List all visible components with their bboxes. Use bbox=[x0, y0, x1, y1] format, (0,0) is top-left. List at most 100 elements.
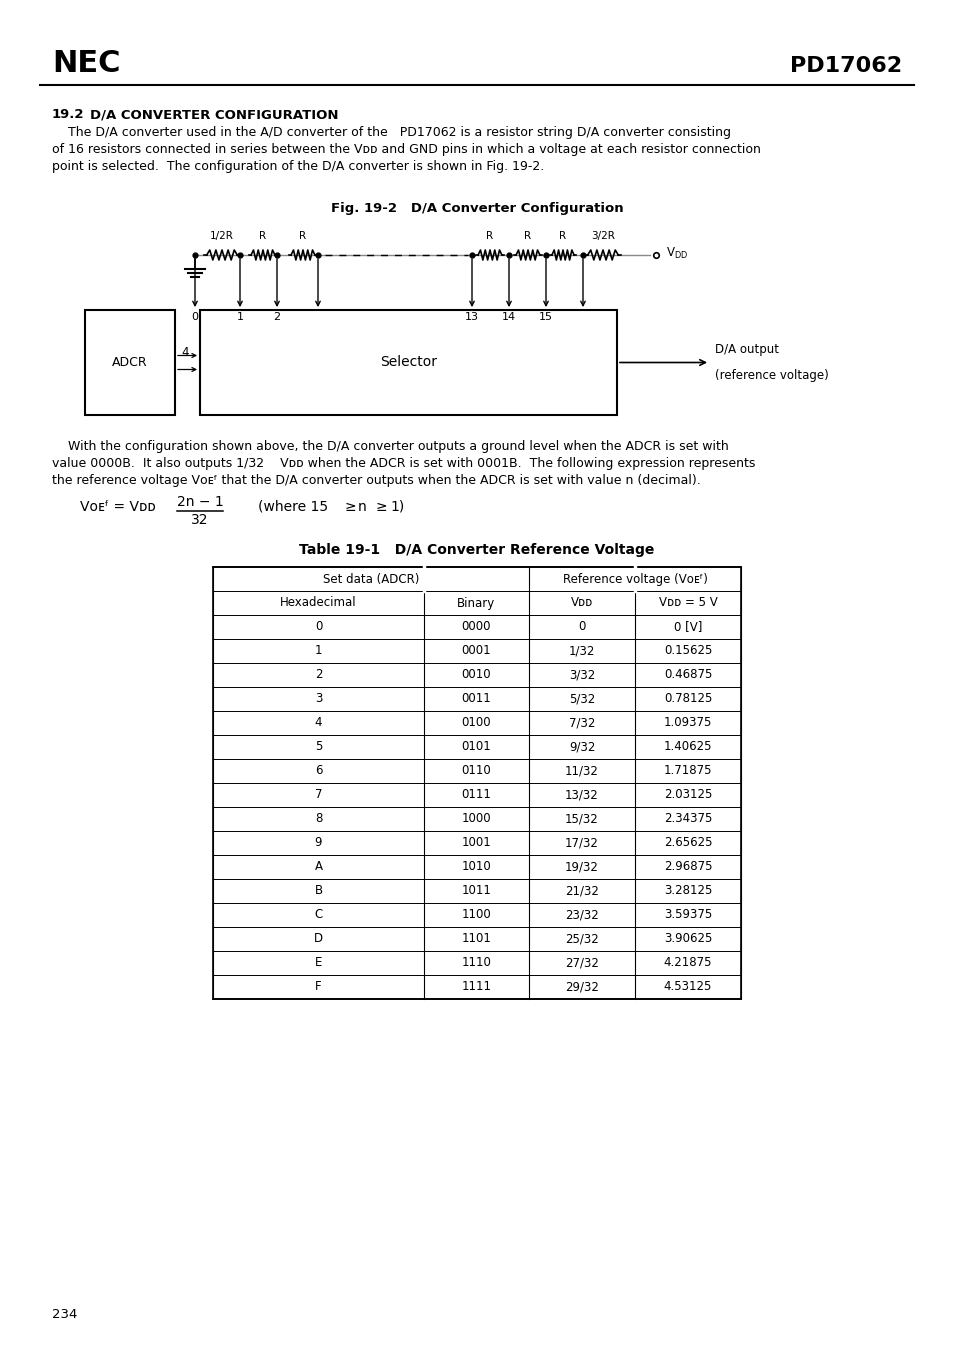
Text: Set data (ADCR): Set data (ADCR) bbox=[322, 573, 418, 585]
Text: 7/32: 7/32 bbox=[568, 716, 595, 730]
Text: 234: 234 bbox=[52, 1308, 77, 1321]
Text: 0.78125: 0.78125 bbox=[663, 693, 712, 705]
Text: 6: 6 bbox=[314, 765, 322, 777]
Text: 5/32: 5/32 bbox=[568, 693, 595, 705]
Text: 0100: 0100 bbox=[461, 716, 491, 730]
Text: 2n − 1: 2n − 1 bbox=[176, 494, 223, 509]
Text: of 16 resistors connected in series between the Vᴅᴅ and GND pins in which a volt: of 16 resistors connected in series betw… bbox=[52, 143, 760, 155]
Text: 13/32: 13/32 bbox=[564, 789, 598, 801]
Text: With the configuration shown above, the D/A converter outputs a ground level whe: With the configuration shown above, the … bbox=[52, 440, 728, 453]
Text: 0010: 0010 bbox=[461, 669, 491, 681]
Text: 1/2R: 1/2R bbox=[210, 231, 233, 240]
Text: R: R bbox=[524, 231, 531, 240]
Text: 3.90625: 3.90625 bbox=[663, 932, 712, 946]
Text: 1): 1) bbox=[390, 500, 404, 513]
Text: 2.34375: 2.34375 bbox=[663, 812, 712, 825]
Text: D/A CONVERTER CONFIGURATION: D/A CONVERTER CONFIGURATION bbox=[90, 108, 338, 122]
Text: B: B bbox=[314, 885, 322, 897]
Bar bbox=[85, 309, 174, 415]
Text: V$_{\mathsf{DD}}$: V$_{\mathsf{DD}}$ bbox=[665, 246, 687, 261]
Text: D/A output: D/A output bbox=[714, 343, 779, 355]
Text: Binary: Binary bbox=[456, 597, 496, 609]
Text: 17/32: 17/32 bbox=[564, 836, 598, 850]
Text: 1001: 1001 bbox=[461, 836, 491, 850]
Text: 4: 4 bbox=[314, 716, 322, 730]
Text: 7: 7 bbox=[314, 789, 322, 801]
Text: 1110: 1110 bbox=[461, 957, 491, 970]
Text: 32: 32 bbox=[191, 513, 209, 527]
Text: 0: 0 bbox=[314, 620, 322, 634]
Text: 0: 0 bbox=[192, 312, 198, 322]
Text: 8: 8 bbox=[314, 812, 322, 825]
Text: D: D bbox=[314, 932, 323, 946]
Text: 1101: 1101 bbox=[461, 932, 491, 946]
Text: 14: 14 bbox=[501, 312, 516, 322]
Text: 0111: 0111 bbox=[461, 789, 491, 801]
Text: 9: 9 bbox=[314, 836, 322, 850]
Text: 2.96875: 2.96875 bbox=[663, 861, 712, 874]
Text: 3/32: 3/32 bbox=[568, 669, 595, 681]
Text: NEC: NEC bbox=[52, 49, 120, 78]
Text: 1: 1 bbox=[236, 312, 243, 322]
Text: 1100: 1100 bbox=[461, 908, 491, 921]
Text: R: R bbox=[259, 231, 266, 240]
Text: ADCR: ADCR bbox=[112, 357, 148, 369]
Text: PD17062: PD17062 bbox=[789, 55, 901, 76]
Text: The D/A converter used in the A/D converter of the   PD17062 is a resistor strin: The D/A converter used in the A/D conver… bbox=[52, 126, 730, 139]
Text: 1/32: 1/32 bbox=[568, 644, 595, 658]
Text: 0.46875: 0.46875 bbox=[663, 669, 712, 681]
Text: Reference voltage (Vᴏᴇᶠ): Reference voltage (Vᴏᴇᶠ) bbox=[562, 573, 707, 585]
Text: 0001: 0001 bbox=[461, 644, 491, 658]
Text: 1.40625: 1.40625 bbox=[663, 740, 712, 754]
Text: A: A bbox=[314, 861, 322, 874]
Text: Selector: Selector bbox=[379, 355, 436, 370]
Text: 1: 1 bbox=[314, 644, 322, 658]
Text: 5: 5 bbox=[314, 740, 322, 754]
Text: 19.2: 19.2 bbox=[52, 108, 85, 122]
Text: R: R bbox=[299, 231, 306, 240]
Text: 1111: 1111 bbox=[461, 981, 491, 993]
Text: value 0000B.  It also outputs 1/32    Vᴅᴅ when the ADCR is set with 0001B.  The : value 0000B. It also outputs 1/32 Vᴅᴅ wh… bbox=[52, 457, 755, 470]
Text: 29/32: 29/32 bbox=[564, 981, 598, 993]
Text: 3: 3 bbox=[314, 693, 322, 705]
Text: 2: 2 bbox=[314, 669, 322, 681]
Text: 0 [V]: 0 [V] bbox=[673, 620, 701, 634]
Text: 13: 13 bbox=[464, 312, 478, 322]
Text: (where 15: (where 15 bbox=[257, 500, 328, 513]
Text: 1000: 1000 bbox=[461, 812, 491, 825]
Text: 0.15625: 0.15625 bbox=[663, 644, 712, 658]
Text: 11/32: 11/32 bbox=[564, 765, 598, 777]
Text: 9/32: 9/32 bbox=[568, 740, 595, 754]
Text: 1010: 1010 bbox=[461, 861, 491, 874]
Text: 4.53125: 4.53125 bbox=[663, 981, 712, 993]
Text: 15: 15 bbox=[538, 312, 553, 322]
Text: 0000: 0000 bbox=[461, 620, 491, 634]
Text: point is selected.  The configuration of the D/A converter is shown in Fig. 19-2: point is selected. The configuration of … bbox=[52, 159, 543, 173]
Text: Vᴏᴇᶠ = Vᴅᴅ: Vᴏᴇᶠ = Vᴅᴅ bbox=[80, 500, 155, 513]
Text: 0101: 0101 bbox=[461, 740, 491, 754]
Text: F: F bbox=[314, 981, 321, 993]
Text: C: C bbox=[314, 908, 322, 921]
Text: 3.59375: 3.59375 bbox=[663, 908, 711, 921]
Text: 23/32: 23/32 bbox=[564, 908, 598, 921]
Text: 19/32: 19/32 bbox=[564, 861, 598, 874]
Text: E: E bbox=[314, 957, 322, 970]
Text: Vᴅᴅ = 5 V: Vᴅᴅ = 5 V bbox=[658, 597, 717, 609]
Text: 25/32: 25/32 bbox=[564, 932, 598, 946]
Text: Fig. 19-2   D/A Converter Configuration: Fig. 19-2 D/A Converter Configuration bbox=[331, 203, 622, 215]
Text: 0011: 0011 bbox=[461, 693, 491, 705]
Bar bbox=[200, 309, 617, 415]
Text: 3/2R: 3/2R bbox=[591, 231, 615, 240]
Text: (reference voltage): (reference voltage) bbox=[714, 370, 828, 382]
Text: n: n bbox=[357, 500, 366, 513]
Text: Hexadecimal: Hexadecimal bbox=[280, 597, 356, 609]
Text: 2.65625: 2.65625 bbox=[663, 836, 712, 850]
Text: 0: 0 bbox=[578, 620, 585, 634]
Text: 21/32: 21/32 bbox=[564, 885, 598, 897]
Text: 0110: 0110 bbox=[461, 765, 491, 777]
Text: Table 19-1   D/A Converter Reference Voltage: Table 19-1 D/A Converter Reference Volta… bbox=[299, 543, 654, 557]
Text: 15/32: 15/32 bbox=[564, 812, 598, 825]
Text: 4.21875: 4.21875 bbox=[663, 957, 712, 970]
Text: ≥: ≥ bbox=[345, 500, 356, 513]
Text: R: R bbox=[486, 231, 493, 240]
